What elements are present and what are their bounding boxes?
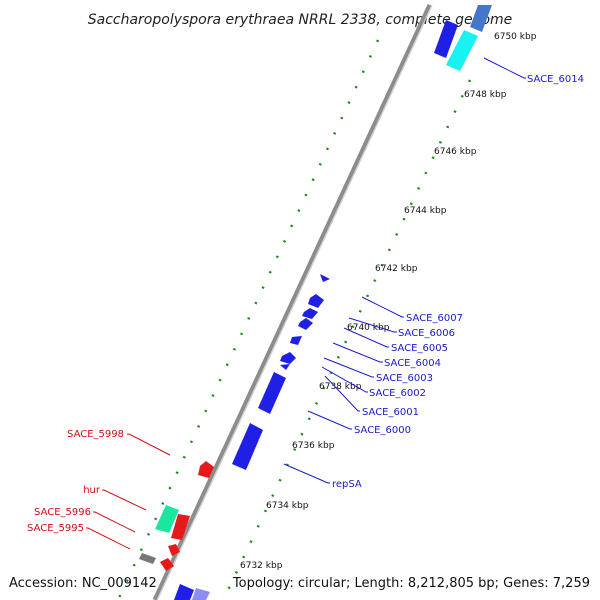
tick-label: 6740 kbp — [347, 323, 390, 333]
tick-label: 6748 kbp — [464, 90, 507, 100]
leader-line — [93, 511, 136, 533]
leader-line — [361, 296, 404, 318]
gene-sace-6006[interactable] — [302, 308, 318, 319]
tick-label: 6742 kbp — [375, 264, 418, 274]
gene-hur[interactable] — [155, 505, 179, 533]
leader-line — [324, 375, 360, 412]
gene-forward[interactable] — [174, 584, 194, 600]
forward-genes — [174, 5, 492, 600]
gene-label[interactable]: SACE_6005 — [391, 343, 448, 354]
gene-reverse[interactable] — [160, 558, 174, 571]
leader-line — [323, 357, 374, 378]
gene-label[interactable]: SACE_6006 — [398, 328, 455, 339]
tick-label: 6738 kbp — [319, 382, 362, 392]
gene-sace-6001[interactable] — [258, 372, 286, 414]
gene-sace-6004[interactable] — [290, 336, 302, 345]
gene-label[interactable]: hur — [83, 485, 101, 496]
leader-line — [127, 433, 171, 456]
map-title: Saccharopolyspora erythraea NRRL 2338, c… — [88, 12, 513, 28]
leader-line — [321, 366, 368, 393]
gene-label[interactable]: SACE_6000 — [354, 425, 411, 436]
leader-line — [348, 317, 397, 333]
gene-label[interactable]: SACE_5995 — [27, 523, 84, 534]
leader-line — [483, 57, 526, 79]
gene-label[interactable]: SACE_5996 — [34, 507, 91, 518]
gene-sace-5998[interactable] — [198, 461, 214, 478]
leader-line — [102, 489, 147, 511]
gene-gray[interactable] — [139, 553, 156, 564]
gene-forward[interactable] — [470, 5, 492, 32]
gene-forward[interactable] — [192, 588, 210, 600]
gene-label[interactable]: SACE_6007 — [406, 313, 463, 324]
tick-label: 6744 kbp — [404, 206, 447, 216]
gene-sace-5995[interactable] — [168, 544, 180, 556]
gene-sace-6007[interactable] — [308, 294, 324, 308]
reverse-leader-lines — [86, 433, 171, 550]
genome-summary-text: Topology: circular; Length: 8,212,805 bp… — [232, 576, 590, 591]
backbone-highlight — [156, 4, 433, 600]
leader-line — [86, 527, 131, 550]
tick-label: 6732 kbp — [240, 561, 283, 571]
leader-line — [343, 327, 389, 348]
gene-label[interactable]: SACE_6004 — [384, 358, 441, 369]
gene-sace-6000[interactable] — [232, 423, 263, 470]
tick-label: 6750 kbp — [494, 32, 537, 42]
forward-leader-lines — [283, 57, 526, 484]
gene-label[interactable]: SACE_6003 — [376, 373, 433, 384]
gene-sace-5996[interactable] — [171, 514, 190, 540]
gene-label[interactable]: SACE_6002 — [369, 388, 426, 399]
leader-line — [283, 463, 330, 484]
tick-label: 6736 kbp — [292, 441, 335, 451]
gene-label[interactable]: SACE_6001 — [362, 407, 419, 418]
leader-line — [307, 410, 352, 430]
gene-sace-6014[interactable] — [446, 30, 478, 71]
backbone-ring — [152, 3, 433, 600]
outer-dotted-track — [116, 39, 380, 600]
gene-label[interactable]: repSA — [332, 479, 362, 490]
reverse-genes — [139, 461, 214, 571]
gene-forward[interactable] — [434, 20, 458, 58]
gene-forward[interactable] — [320, 274, 330, 282]
reverse-gene-labels: SACE_5998 hur SACE_5996 SACE_5995 — [27, 429, 124, 534]
leader-line — [332, 342, 383, 363]
gene-sace-6002[interactable] — [280, 364, 290, 370]
gene-sace-6005[interactable] — [298, 318, 313, 330]
tick-label: 6746 kbp — [434, 147, 477, 157]
gene-label[interactable]: SACE_6014 — [527, 74, 584, 85]
gene-sace-6003[interactable] — [280, 352, 296, 364]
forward-gene-labels: SACE_6014 SACE_6007 SACE_6006 SACE_6005 … — [332, 74, 584, 490]
gene-label[interactable]: SACE_5998 — [67, 429, 124, 440]
accession-text: Accession: NC_009142 — [9, 576, 157, 591]
tick-labels: 6750 kbp 6748 kbp 6746 kbp 6744 kbp 6742… — [240, 32, 537, 571]
tick-label: 6734 kbp — [266, 501, 309, 511]
